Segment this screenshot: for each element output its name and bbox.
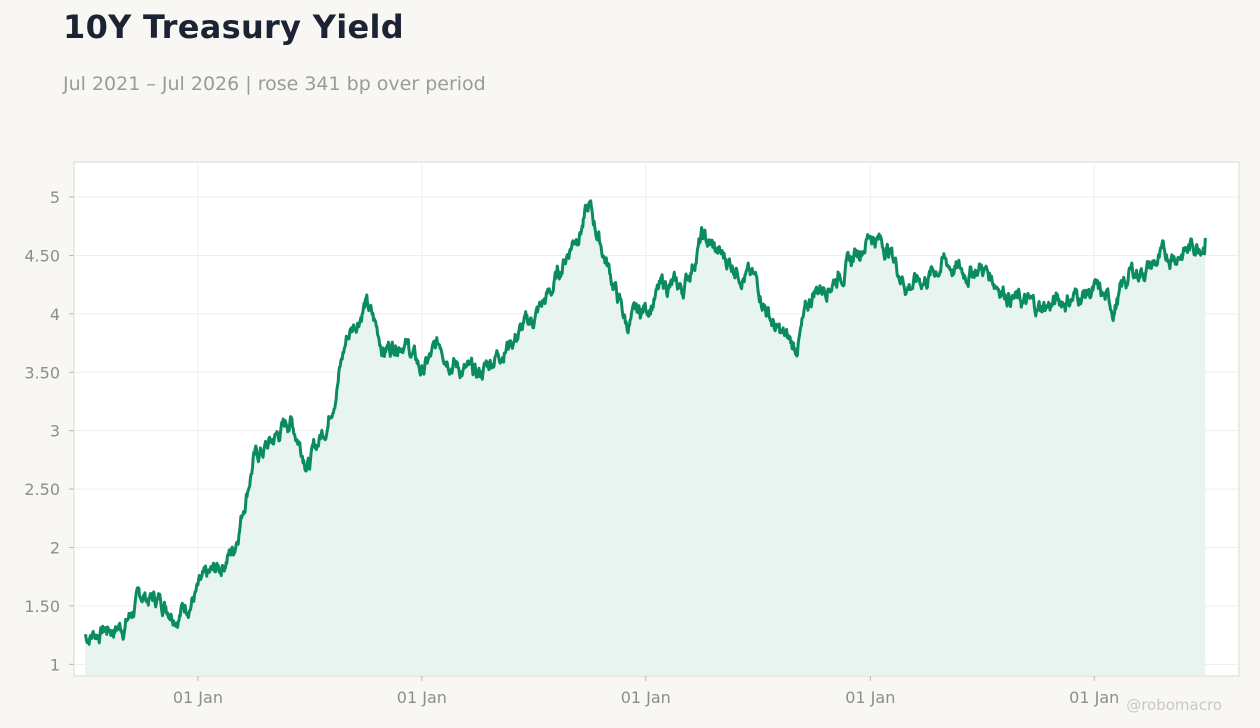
x-tick-label: 01 Jan [397,688,447,707]
y-tick-label: 2 [50,539,60,558]
x-axis: 01 Jan 01 Jan 01 Jan 01 Jan 01 Jan [173,676,1119,707]
x-tick-label: 01 Jan [621,688,671,707]
y-tick-label: 4 [50,305,60,324]
y-tick-label: 4.50 [24,246,60,265]
x-tick-label: 01 Jan [173,688,223,707]
y-tick-label: 3.50 [24,363,60,382]
chart-subtitle: Jul 2021 – Jul 2026 | rose 341 bp over p… [63,73,486,95]
x-tick-label: 01 Jan [845,688,895,707]
y-axis: 1 1.50 2 2.50 3 3.50 4 4.50 5 [24,188,74,674]
y-tick-label: 1 [50,655,60,674]
yield-area-fill [85,200,1206,677]
y-tick-label: 2.50 [24,480,60,499]
yield-line [83,199,1207,646]
y-tick-label: 3 [50,422,60,441]
chart-title: 10Y Treasury Yield [63,8,404,46]
y-tick-label: 5 [50,188,60,207]
x-tick-label: 01 Jan [1069,688,1119,707]
watermark: @robomacro [1126,696,1222,714]
y-tick-label: 1.50 [24,597,60,616]
